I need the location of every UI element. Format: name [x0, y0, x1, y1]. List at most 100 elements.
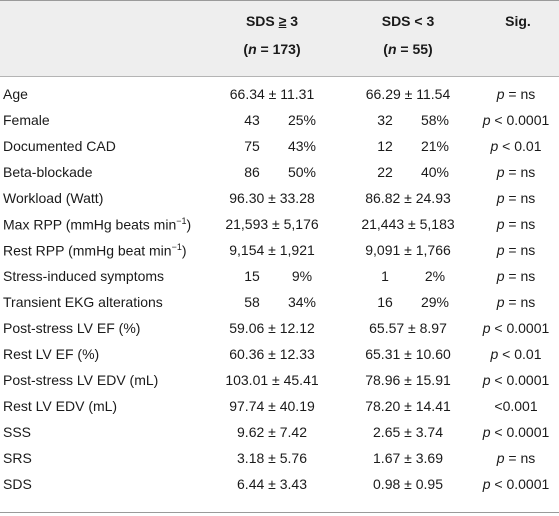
group2-percent: 2%: [424, 268, 446, 284]
group1-percent: 34%: [287, 294, 317, 310]
significance-value: p = ns: [496, 190, 536, 206]
group1-percent: 50%: [287, 164, 317, 180]
group2-percent: 21%: [420, 138, 450, 154]
group1-value: 97.74 ± 40.19: [229, 398, 315, 414]
group1-value: 103.01 ± 45.41: [225, 372, 319, 388]
row-label: Rest LV EDV (mL): [3, 398, 118, 414]
table-row: Post-stress LV EF (%) 59.06 ± 12.12 65.57 …: [0, 316, 559, 342]
row-label: Age: [3, 86, 28, 102]
table-row: Female 43 25% 32 58% p < 0.0001: [0, 108, 559, 134]
group2-count: 1: [381, 268, 389, 284]
table-row: Documented CAD 75 43% 12 21% p < 0.01: [0, 134, 559, 160]
group1-value: 9.62 ± 7.42: [237, 424, 307, 440]
row-label: Rest LV EF (%): [3, 346, 100, 362]
group1-value: 21,593 ± 5,176: [225, 216, 319, 232]
group2-value: 65.31 ± 10.60: [365, 346, 451, 362]
group1-percent: 43%: [287, 138, 317, 154]
group1-count: 15: [244, 268, 260, 284]
table-row: Rest RPP (mmHg beat min−1) 9,154 ± 1,921 9…: [0, 238, 559, 264]
significance-value: p < 0.01: [490, 138, 542, 154]
group1-percent: 9%: [291, 268, 313, 284]
group2-value: 78.96 ± 15.91: [365, 372, 451, 388]
row-label: Workload (Watt): [3, 190, 104, 206]
significance-value: p < 0.0001: [482, 476, 550, 492]
group1-count: 43: [244, 112, 260, 128]
significance-value: p = ns: [496, 242, 536, 258]
table-row: Workload (Watt) 96.30 ± 33.28 86.82 ± 24.9…: [0, 186, 559, 212]
row-label: Post-stress LV EF (%): [3, 320, 141, 336]
group1-value: 59.06 ± 12.12: [229, 320, 315, 336]
significance-header: Sig.: [505, 13, 531, 29]
table-row: SSS 9.62 ± 7.42 2.65 ± 3.74 p < 0.0001: [0, 420, 559, 446]
significance-value: p = ns: [496, 86, 536, 102]
row-label: Beta-blockade: [3, 164, 93, 180]
significance-value: p < 0.0001: [482, 320, 550, 336]
top-rule: [0, 0, 559, 1]
significance-value: p = ns: [496, 164, 536, 180]
table-row: SRS 3.18 ± 5.76 1.67 ± 3.69 p = ns: [0, 446, 559, 472]
row-label: SRS: [3, 450, 32, 466]
group2-value: 0.98 ± 0.95: [373, 476, 443, 492]
significance-value: p = ns: [496, 450, 536, 466]
group2-value: 21,443 ± 5,183: [361, 216, 455, 232]
group1-n-header: (n = 173): [243, 41, 301, 57]
significance-value: p < 0.0001: [482, 424, 550, 440]
group2-value: 2.65 ± 3.74: [373, 424, 443, 440]
bottom-rule: [0, 512, 559, 513]
table-row: Post-stress LV EDV (mL) 103.01 ± 45.41 78.…: [0, 368, 559, 394]
table-row: Rest LV EF (%) 60.36 ± 12.33 65.31 ± 10.60…: [0, 342, 559, 368]
significance-value: p = ns: [496, 268, 536, 284]
table-header-band: [0, 0, 559, 76]
group2-percent: 29%: [420, 294, 450, 310]
group1-value: 6.44 ± 3.43: [237, 476, 307, 492]
group2-value: 78.20 ± 14.41: [365, 398, 451, 414]
group1-count: 58: [244, 294, 260, 310]
group1-count: 75: [244, 138, 260, 154]
group1-count: 86: [244, 164, 260, 180]
row-label: Stress-induced symptoms: [3, 268, 165, 284]
significance-value: p = ns: [496, 294, 536, 310]
group1-header: SDS ≥ 3: [245, 13, 299, 29]
row-label: Transient EKG alterations: [3, 294, 163, 310]
group2-header: SDS < 3: [381, 13, 435, 29]
group2-value: 86.82 ± 24.93: [365, 190, 451, 206]
group2-count: 32: [377, 112, 393, 128]
group2-value: 9,091 ± 1,766: [365, 242, 451, 258]
group2-percent: 40%: [420, 164, 450, 180]
table-row: Rest LV EDV (mL) 97.74 ± 40.19 78.20 ± 14.…: [0, 394, 559, 420]
group2-value: 66.29 ± 11.54: [365, 86, 451, 102]
table-row: Stress-induced symptoms 15 9% 1 2% p = ns: [0, 264, 559, 290]
group1-value: 60.36 ± 12.33: [229, 346, 315, 362]
table-row: Max RPP (mmHg beats min−1) 21,593 ± 5,176…: [0, 212, 559, 238]
group1-value: 9,154 ± 1,921: [229, 242, 315, 258]
row-label: Rest RPP (mmHg beat min−1): [3, 242, 187, 259]
row-label: Post-stress LV EDV (mL): [3, 372, 159, 388]
row-label: Max RPP (mmHg beats min−1): [3, 216, 192, 233]
group2-value: 1.67 ± 3.69: [373, 450, 443, 466]
group1-value: 96.30 ± 33.28: [229, 190, 315, 206]
table-row: SDS 6.44 ± 3.43 0.98 ± 0.95 p < 0.0001: [0, 472, 559, 498]
group1-value: 66.34 ± 11.31: [229, 86, 315, 102]
table-row: Age 66.34 ± 11.31 66.29 ± 11.54 p = ns: [0, 82, 559, 108]
row-label: Female: [3, 112, 50, 128]
header-rule: [0, 76, 559, 77]
group2-count: 12: [377, 138, 393, 154]
table-row: Beta-blockade 86 50% 22 40% p = ns: [0, 160, 559, 186]
significance-value: p < 0.01: [490, 346, 542, 362]
group1-percent: 25%: [287, 112, 317, 128]
significance-value: <0.001: [494, 398, 538, 414]
group1-value: 3.18 ± 5.76: [237, 450, 307, 466]
row-label: SDS: [3, 476, 32, 492]
significance-value: p < 0.0001: [482, 372, 550, 388]
significance-value: p < 0.0001: [482, 112, 550, 128]
row-label: Documented CAD: [3, 138, 116, 154]
group2-count: 16: [377, 294, 393, 310]
group2-count: 22: [377, 164, 393, 180]
group2-value: 65.57 ± 8.97: [369, 320, 447, 336]
row-label: SSS: [3, 424, 32, 440]
table-row: Transient EKG alterations 58 34% 16 29% p = n…: [0, 290, 559, 316]
group2-n-header: (n = 55): [383, 41, 433, 57]
significance-value: p = ns: [496, 216, 536, 232]
group2-percent: 58%: [420, 112, 450, 128]
